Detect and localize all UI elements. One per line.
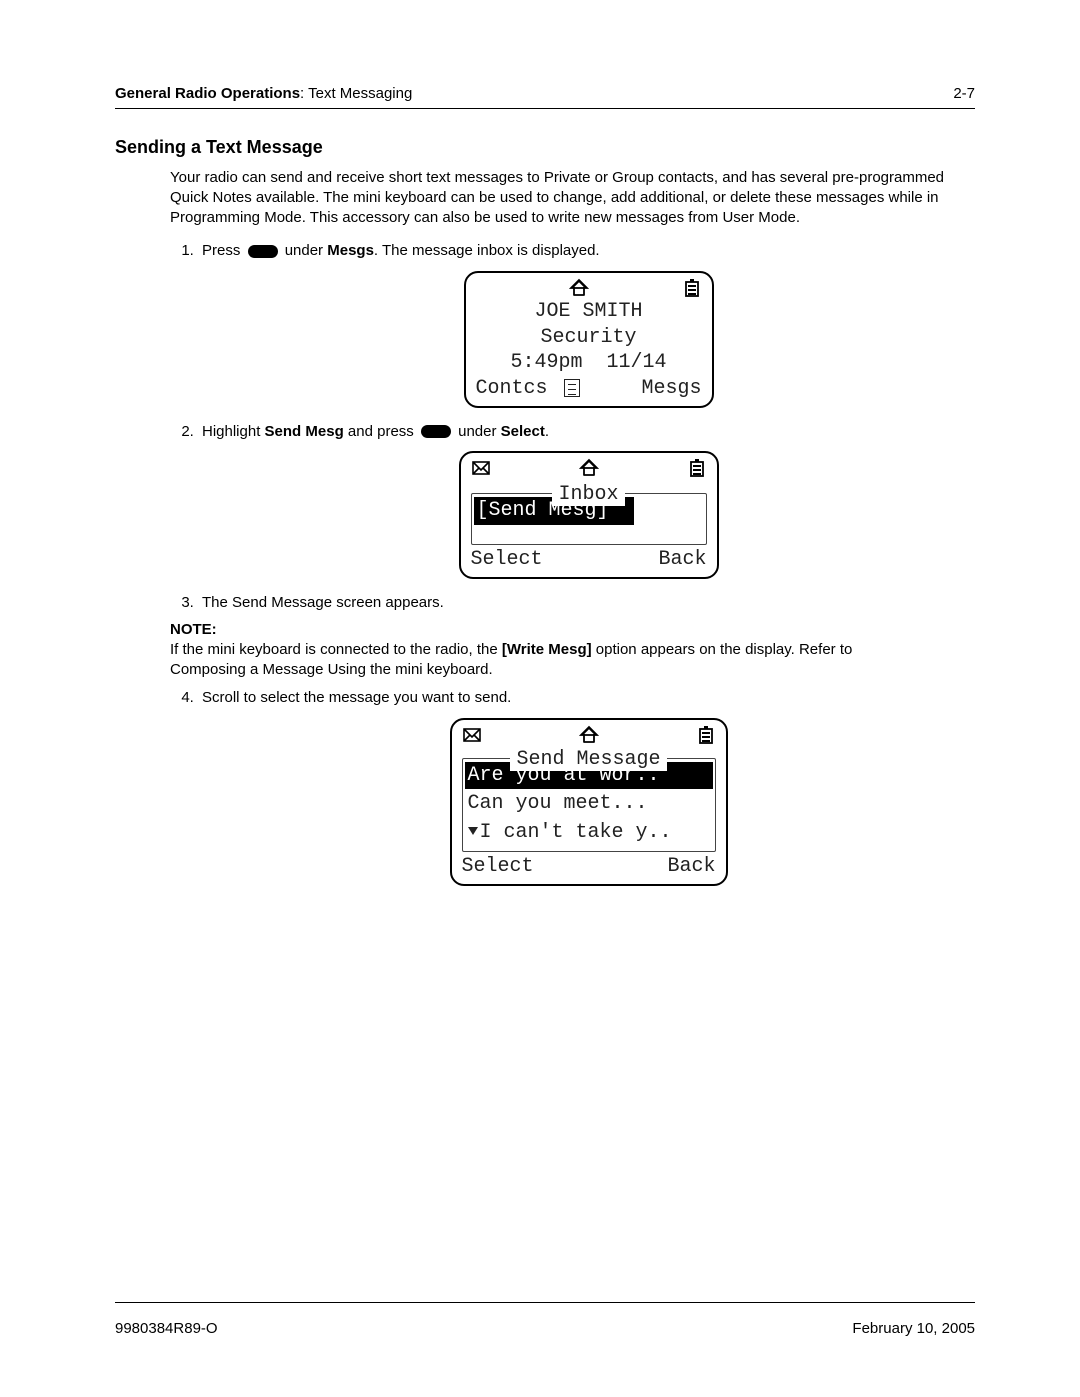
step1-text-a: Press <box>202 242 240 259</box>
footer-rule <box>115 1302 975 1303</box>
note: NOTE: If the mini keyboard is connected … <box>170 620 975 679</box>
step2-a: Highlight <box>202 423 260 440</box>
lcd3-row3: I can't take y.. <box>465 819 713 847</box>
step1-text-b: under <box>285 242 323 259</box>
note-a: If the mini keyboard is connected to the… <box>170 641 498 658</box>
lcd3-row2: Can you meet... <box>465 790 713 818</box>
step2-bold1: Send Mesg <box>265 423 344 440</box>
lcd2-icons <box>467 457 711 479</box>
down-arrow-icon <box>468 827 478 835</box>
home-icon <box>579 458 599 478</box>
lcd3-group-label: Send Message <box>463 747 715 773</box>
lcd3-softkeys: Select Back <box>458 854 720 880</box>
lcd3-icons <box>458 724 720 746</box>
battery-icon <box>682 278 702 298</box>
lcd1-line2: Security <box>472 325 706 351</box>
home-icon <box>569 278 589 298</box>
step-1: Press under Mesgs. The message inbox is … <box>198 241 975 407</box>
steps-list-cont: Scroll to select the message you want to… <box>170 688 975 886</box>
lcd-3-wrap: Send Message Are you at wor.. Can you me… <box>202 718 975 886</box>
step-2: Highlight Send Mesg and press under Sele… <box>198 422 975 579</box>
lcd3-row3-text: I can't take y.. <box>480 821 672 844</box>
note-bold: [Write Mesg] <box>502 641 592 658</box>
step-4: Scroll to select the message you want to… <box>198 688 975 886</box>
lcd2-left: Select <box>471 547 543 573</box>
lcd2-group: Inbox [Send Mesg] <box>471 493 707 545</box>
envelope-icon <box>471 458 491 478</box>
step1-text-c: . The message inbox is displayed. <box>374 242 600 259</box>
page: General Radio Operations: Text Messaging… <box>0 0 1080 1397</box>
note-label: NOTE: <box>170 620 222 640</box>
footer-rule-wrap <box>115 1302 975 1313</box>
header-left: General Radio Operations: Text Messaging <box>115 85 412 102</box>
battery-icon <box>696 725 716 745</box>
list-icon <box>564 379 580 397</box>
lcd1-line3: 5:49pm 11/14 <box>472 350 706 376</box>
lcd-3: Send Message Are you at wor.. Can you me… <box>450 718 728 886</box>
step1-bold: Mesgs <box>327 242 374 259</box>
header-section-bold: General Radio Operations <box>115 85 300 102</box>
battery-icon <box>687 458 707 478</box>
lcd2-group-label: Inbox <box>472 482 706 508</box>
step2-d: . <box>545 423 549 440</box>
body: Your radio can send and receive short te… <box>170 168 975 886</box>
lcd2-group-text: Inbox <box>552 483 624 506</box>
lcd-1-wrap: JOE SMITH Security 5:49pm 11/14 Contcs M… <box>202 271 975 407</box>
footer-date: February 10, 2005 <box>852 1320 975 1337</box>
header-page-number: 2-7 <box>953 85 975 102</box>
lcd-2-wrap: Inbox [Send Mesg] Select Back <box>202 451 975 578</box>
footer-doc-id: 9980384R89-O <box>115 1320 218 1337</box>
step2-c: under <box>458 423 496 440</box>
page-header: General Radio Operations: Text Messaging… <box>115 85 975 102</box>
step-3: The Send Message screen appears. <box>198 593 975 613</box>
envelope-icon <box>462 725 482 745</box>
home-icon <box>579 725 599 745</box>
section-title: Sending a Text Message <box>115 137 975 158</box>
step2-b: and press <box>348 423 414 440</box>
lcd1-left: Contcs <box>476 377 548 400</box>
lcd3-left: Select <box>462 854 534 880</box>
lcd2-right: Back <box>658 547 706 573</box>
lcd2-softkeys: Select Back <box>467 547 711 573</box>
lcd1-right: Mesgs <box>641 376 701 402</box>
lcd1-softkeys: Contcs Mesgs <box>472 376 706 402</box>
note-body: If the mini keyboard is connected to the… <box>170 640 919 680</box>
header-rule <box>115 108 975 109</box>
lcd3-group: Send Message Are you at wor.. Can you me… <box>462 758 716 853</box>
lcd1-line1: JOE SMITH <box>472 299 706 325</box>
header-section-rest: : Text Messaging <box>300 85 412 102</box>
softkey-icon <box>248 245 278 258</box>
step2-bold2: Select <box>501 423 545 440</box>
steps-list: Press under Mesgs. The message inbox is … <box>170 241 975 612</box>
lcd-1: JOE SMITH Security 5:49pm 11/14 Contcs M… <box>464 271 714 407</box>
intro-paragraph: Your radio can send and receive short te… <box>170 168 975 227</box>
lcd1-icons <box>472 277 706 299</box>
lcd3-right: Back <box>667 854 715 880</box>
step4-text: Scroll to select the message you want to… <box>202 689 511 706</box>
page-footer: 9980384R89-O February 10, 2005 <box>115 1320 975 1337</box>
lcd-2: Inbox [Send Mesg] Select Back <box>459 451 719 578</box>
lcd3-group-text: Send Message <box>510 748 666 771</box>
softkey-icon <box>421 425 451 438</box>
